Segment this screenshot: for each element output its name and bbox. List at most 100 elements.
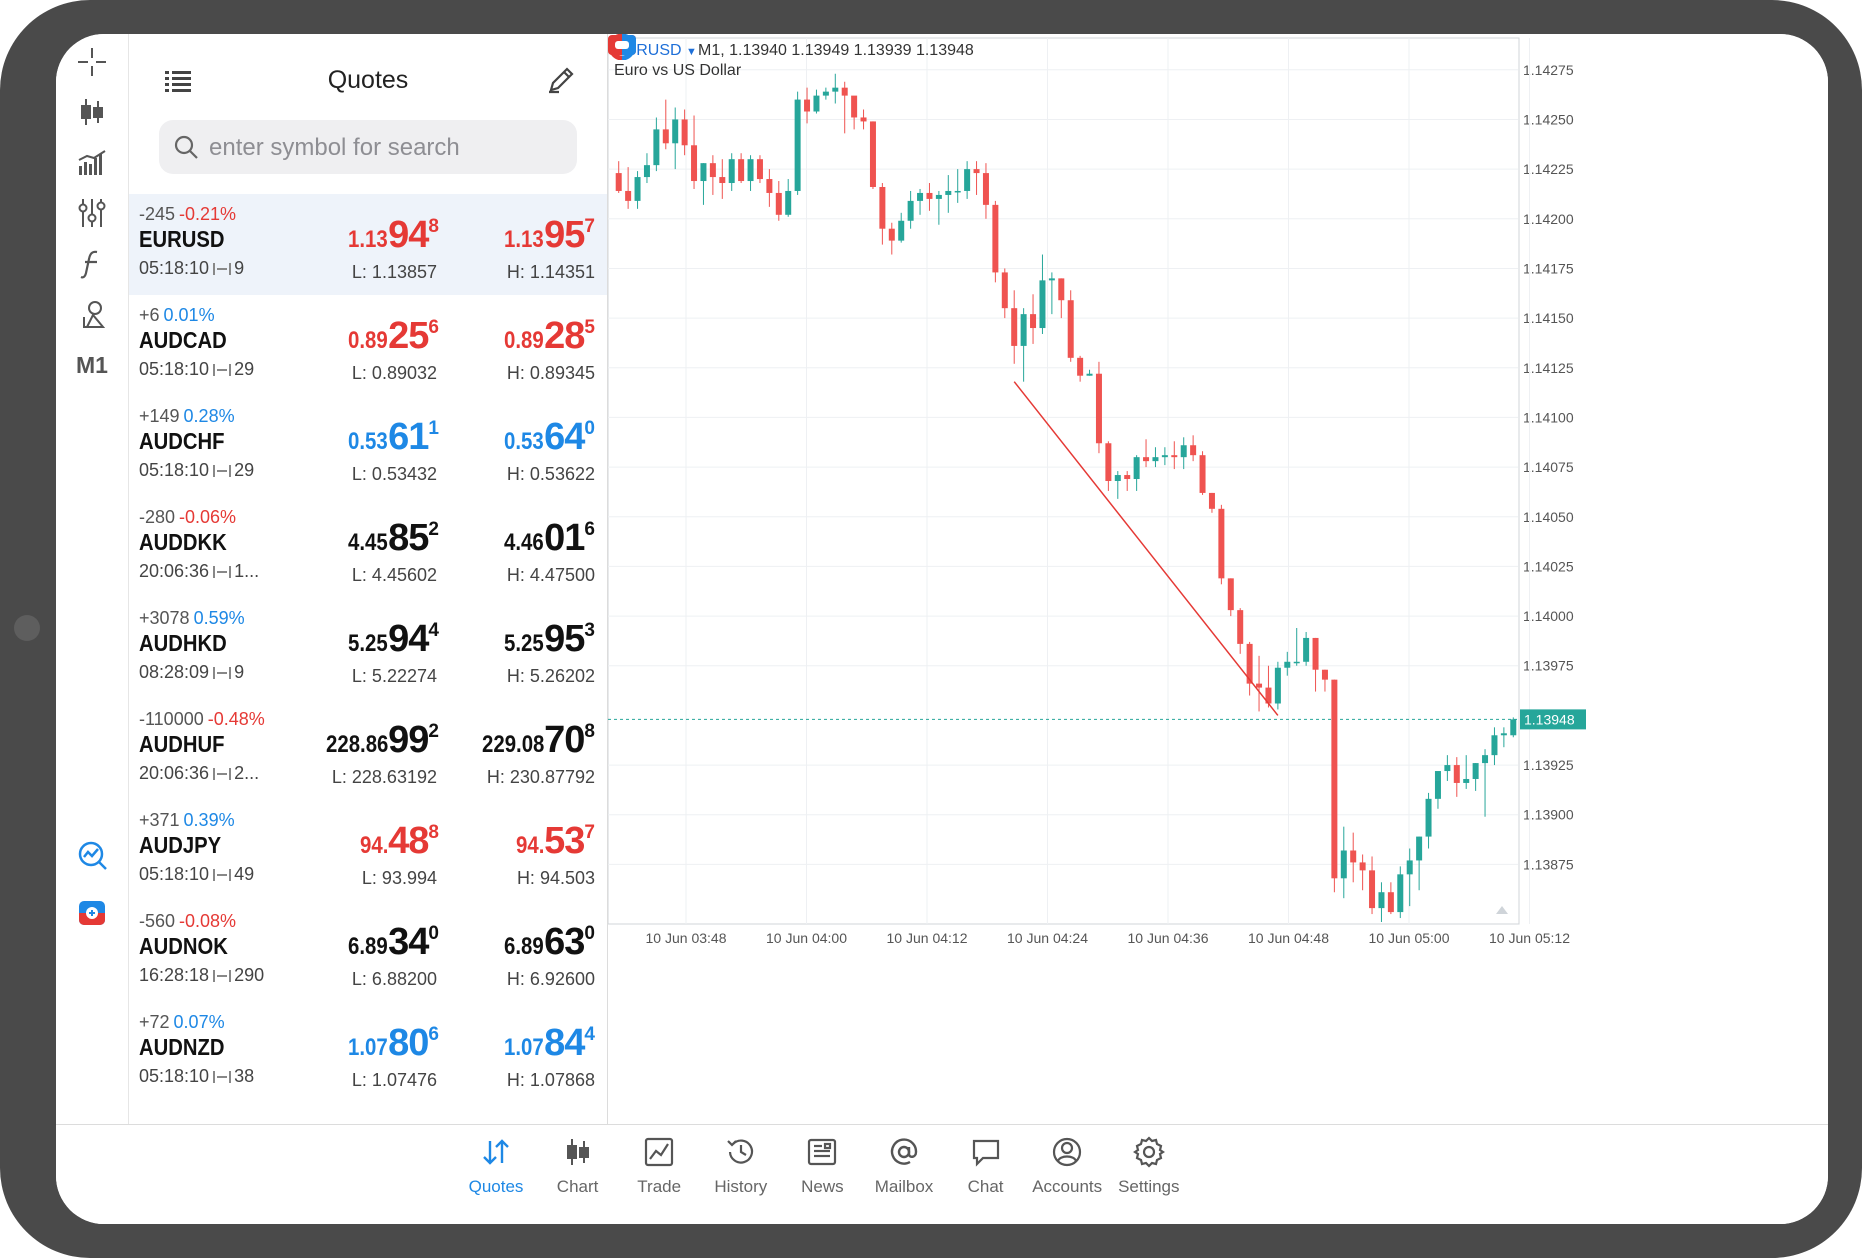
bear-candle [804,99,811,112]
bid-price-fraction: 6 [428,317,439,338]
bear-candle [719,177,726,184]
bull-candle [898,220,905,241]
ask-price-fraction: 7 [584,822,595,843]
nav-accounts[interactable]: Accounts [1019,1135,1115,1215]
quote-row[interactable]: +371 0.39% AUDJPY 05:18:10 49 94.488 94.537 L: … [129,800,607,901]
quote-change-points: -280 [139,507,176,527]
trade-icon [645,1137,674,1167]
nav-quotes[interactable]: Quotes [448,1135,544,1215]
quote-change-percent: 0.59% [193,608,245,628]
quote-high: H: 4.47500 [506,565,595,585]
bear-candle [625,190,632,201]
one-click-trading-icon[interactable] [56,887,128,939]
ask-price-pips: 63 [544,921,585,963]
quote-low: L: 1.13857 [351,262,437,282]
quote-row[interactable]: +6 0.01% AUDCAD 05:18:10 29 0.89256 0.89285 L: … [129,295,607,396]
quote-low: L: 0.89032 [351,363,437,383]
y-tick-label: 1.14100 [1523,409,1574,425]
y-tick-label: 1.13925 [1523,757,1574,773]
quote-spread: 9 [234,258,245,278]
nav-settings[interactable]: Settings [1101,1135,1197,1215]
bull-candle [813,95,820,112]
page-title: Quotes [327,66,409,94]
quote-symbol: EURUSD [139,226,225,252]
nav-news[interactable]: News [774,1135,870,1215]
candlestick-icon[interactable] [56,86,128,138]
bear-candle [1058,278,1065,301]
bid-price-pips: 94 [388,214,429,256]
quote-high: H: 230.87792 [486,767,595,787]
quote-change: +6 0.01% [139,305,215,326]
history-icon [727,1139,753,1164]
nav-mailbox[interactable]: Mailbox [856,1135,952,1215]
nav-trade[interactable]: Trade [611,1135,707,1215]
bull-candle [1048,278,1055,281]
trading-signals-icon[interactable] [56,829,128,881]
bull-candle [653,129,660,166]
quote-time: 05:18:10 49 [139,864,254,885]
bull-candle [634,177,641,201]
quote-row[interactable]: +72 0.07% AUDNZD 05:18:10 38 1.07806 1.07844 L:… [129,1002,607,1103]
function-icon[interactable] [56,238,128,290]
ask-price: 94.537 [511,820,595,863]
bear-candle [851,95,858,118]
quote-row[interactable]: -560 -0.08% AUDNOK 16:28:18 290 6.89340 6.8963… [129,901,607,1002]
quote-row[interactable]: -280 -0.06% AUDDKK 20:06:36 1... 4.45852 4.460… [129,497,607,598]
bear-candle [888,228,895,241]
news-icon [808,1138,837,1166]
quote-time-value: 05:18:10 [139,864,210,884]
quote-change: -560 -0.08% [139,911,236,932]
trade-levels-toggle-icon[interactable] [608,34,636,60]
bull-candle [1378,892,1385,909]
indicators-icon[interactable] [56,137,128,189]
nav-history[interactable]: History [693,1135,789,1215]
nav-chat[interactable]: Chat [938,1135,1034,1215]
pencil-icon[interactable] [545,64,577,96]
quotes-list: -245 -0.21% EURUSD 05:18:10 9 1.13948 1.13957 L… [129,194,607,1103]
quote-change-percent: -0.21% [179,204,237,224]
list-icon[interactable] [163,66,193,96]
ask-price-fraction: 8 [584,721,595,742]
quote-row[interactable]: -245 -0.21% EURUSD 05:18:10 9 1.13948 1.13957 L… [129,194,607,295]
quote-high: H: 1.14351 [506,262,595,282]
nav-chart[interactable]: Chart [530,1135,626,1215]
plot-area [608,37,1520,925]
settings-sliders-icon[interactable] [56,187,128,239]
y-tick-label: 1.14275 [1523,62,1574,78]
bull-candle [822,91,829,96]
candlestick-chart[interactable]: 1.14275 1.14250 1.14225 1.14200 1.14175 1.141… [608,34,1828,1124]
ask-price-prefix: 94. [515,832,545,859]
bull-candle [945,190,952,195]
timeframe-button[interactable]: M1 [56,339,128,391]
y-tick-label: 1.14250 [1523,111,1574,127]
bear-candle [1369,870,1376,909]
quote-row[interactable]: +149 0.28% AUDCHF 05:18:10 29 0.53611 0.53640 L… [129,396,607,497]
objects-icon[interactable] [56,288,128,340]
bid-price-prefix: 228.86 [325,731,389,758]
crosshair-icon[interactable] [56,36,128,88]
spread-icon [213,667,232,679]
quote-row[interactable]: -110000 -0.48% AUDHUF 20:06:36 2... 228.86992… [129,699,607,800]
bear-candle [691,145,698,182]
bear-candle [1237,610,1244,644]
x-tick-label: 10 Jun 03:48 [646,930,727,946]
quote-symbol: AUDNOK [139,933,228,959]
bull-candle [1482,755,1489,764]
spread-icon [213,364,232,376]
ask-price: 229.08708 [471,719,595,762]
bull-candle [1284,661,1291,668]
bear-candle [1350,850,1357,863]
bid-price-fraction: 6 [428,1024,439,1045]
quote-spread: 29 [234,359,255,379]
bear-candle [1265,687,1272,704]
quote-high: H: 0.89345 [506,363,595,383]
chart-area[interactable]: 1.14275 1.14250 1.14225 1.14200 1.14175 1.141… [608,34,1828,1124]
bear-candle [1246,643,1253,684]
bid-price: 5.25944 [341,618,439,661]
spread-icon [213,465,232,477]
quote-time-value: 20:06:36 [139,561,210,581]
quote-time: 05:18:10 9 [139,258,244,279]
search-input[interactable] [207,120,571,176]
quote-row[interactable]: +3078 0.59% AUDHKD 08:28:09 9 5.25944 5.25953 L… [129,598,607,699]
ask-price-prefix: 0.89 [504,327,545,354]
